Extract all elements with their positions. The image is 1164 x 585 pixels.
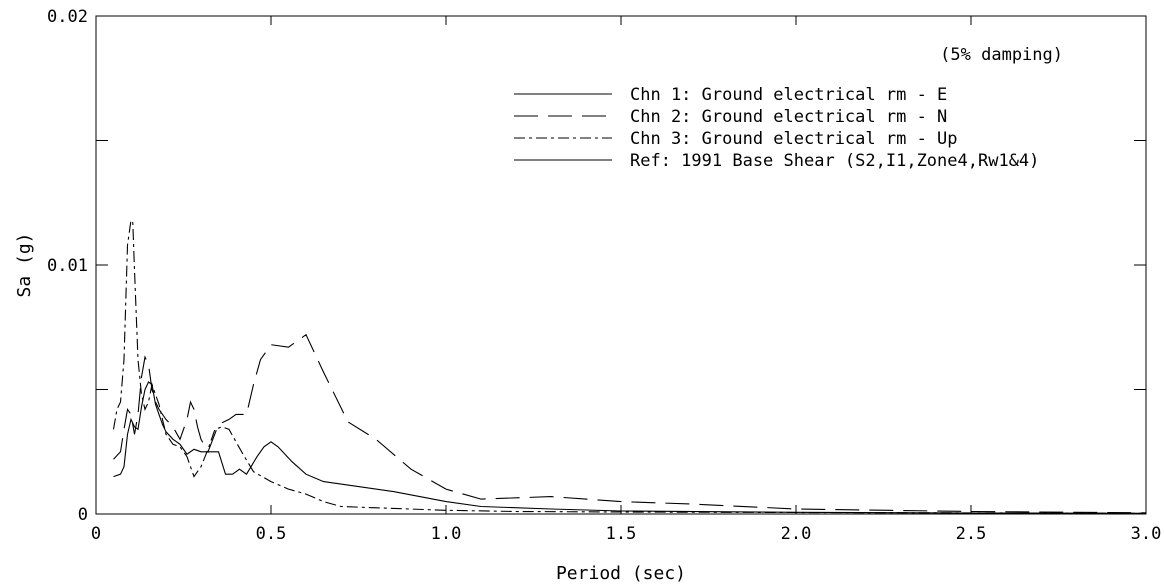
x-tick-label: 3.0 [1131,524,1162,544]
damping-annotation: (5% damping) [940,45,1063,65]
plot-frame [95,15,1147,515]
x-axis-label: Period (sec) [556,563,686,584]
x-axis-ticks: 0 0.5 1.0 1.5 2.0 2.5 3.0 [91,16,1161,544]
y-tick-label: 0 [78,505,88,525]
legend-label: Chn 1: Ground electrical rm - E [630,85,947,105]
series-line-chn-2 [113,333,1147,514]
y-axis-ticks: 0 0.01 0.02 [47,7,1146,525]
x-tick-label: 2.0 [781,524,812,544]
legend-label: Chn 2: Ground electrical rm - N [630,107,947,127]
series-line-chn-3 [112,218,1147,514]
x-tick-label: 1.0 [431,524,462,544]
x-tick-label: 2.5 [956,524,987,544]
legend-label: Ref: 1991 Base Shear (S2,I1,Zone4,Rw1&4) [630,151,1039,171]
legend-label: Chn 3: Ground electrical rm - Up [630,129,958,149]
y-tick-label: 0.01 [47,256,88,276]
y-axis-label: Sa (g) [14,232,35,297]
series-line-chn-1 [113,381,1147,514]
x-tick-label: 1.5 [606,524,637,544]
x-tick-label: 0 [91,524,101,544]
series-lines [112,218,1147,514]
y-tick-label: 0.02 [47,7,88,27]
x-tick-label: 0.5 [256,524,287,544]
